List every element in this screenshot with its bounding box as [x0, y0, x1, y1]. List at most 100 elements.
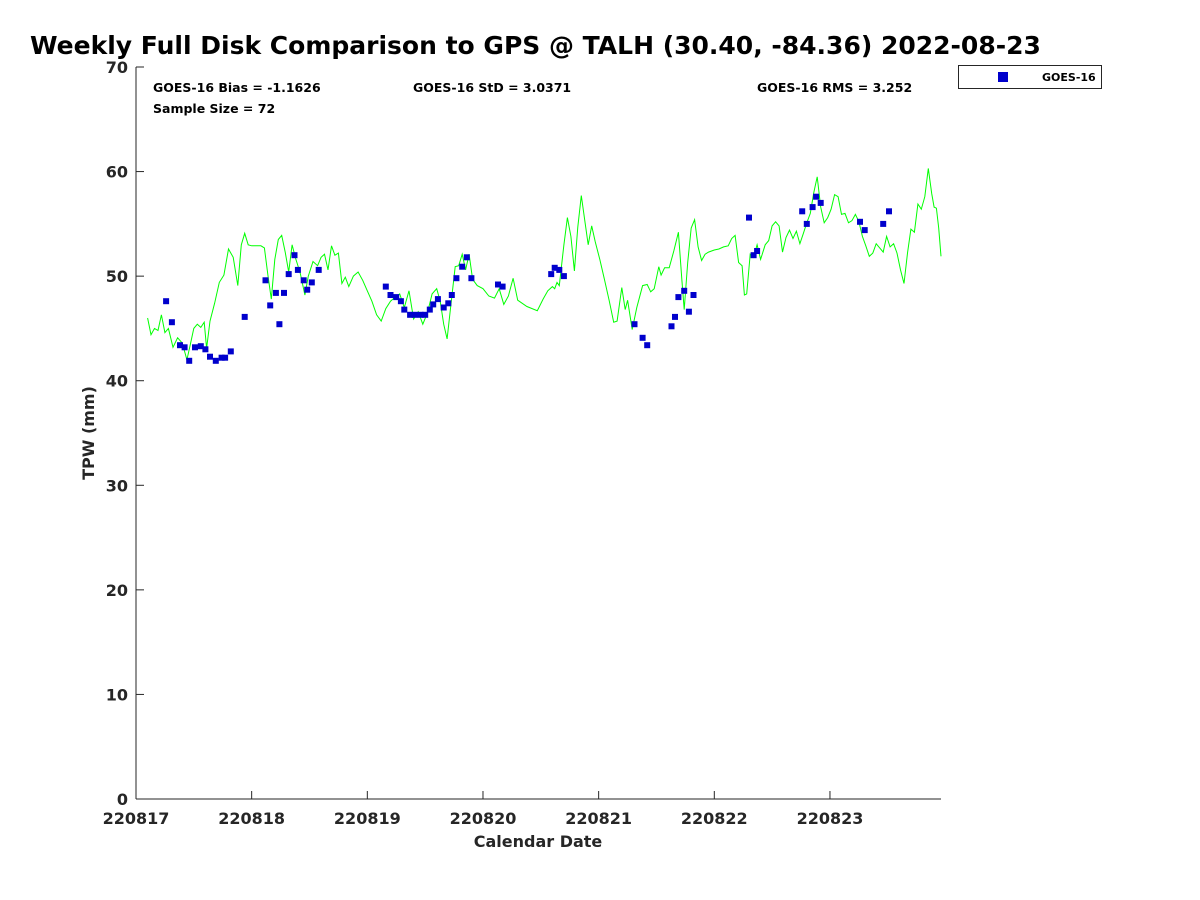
legend-box	[958, 65, 1102, 89]
goes16-point	[499, 283, 506, 290]
goes16-point	[690, 292, 697, 298]
goes16-point	[861, 227, 868, 234]
goes16-point	[163, 298, 170, 305]
goes16-point	[227, 348, 234, 355]
goes16-point	[387, 292, 394, 298]
goes16-point	[799, 208, 806, 215]
y-axis-label: TPW (mm)	[79, 386, 98, 480]
y-tick-label: 30	[106, 476, 128, 495]
plot-series	[147, 168, 942, 364]
goes16-point	[448, 292, 455, 298]
axes: 0 10 20 30 40 50 60 70 220817 220818 220819 220820 2…	[103, 58, 941, 828]
goes16-point	[668, 323, 675, 330]
goes16-point	[411, 311, 418, 318]
legend-label-goes16: GOES-16	[1042, 71, 1096, 84]
goes16-point	[422, 311, 429, 318]
goes16-point	[746, 214, 752, 221]
goes16-point	[393, 294, 400, 301]
y-tick-label: 60	[106, 163, 128, 182]
goes16-point	[315, 266, 322, 273]
x-tick-label: 220823	[797, 809, 864, 828]
goes16-point	[241, 313, 248, 320]
x-tick-label: 220819	[334, 809, 401, 828]
goes16-point	[304, 286, 311, 293]
goes16-point	[426, 306, 433, 313]
goes16-point	[440, 304, 447, 311]
goes16-point	[809, 204, 816, 211]
std-stat: GOES-16 StD = 3.0371	[413, 80, 571, 95]
goes16-point	[276, 321, 283, 328]
goes16-point	[186, 357, 193, 364]
goes16-point	[445, 300, 452, 307]
goes16-point	[468, 275, 475, 282]
goes16-point	[218, 354, 225, 361]
goes16-point	[644, 342, 651, 349]
goes16-point	[197, 343, 204, 350]
y-tick-label: 0	[117, 790, 128, 809]
sample-size-stat: Sample Size = 72	[153, 101, 275, 116]
goes16-point	[430, 301, 437, 308]
x-tick-label: 220820	[450, 809, 517, 828]
goes16-point	[300, 277, 307, 284]
goes16-point	[212, 357, 219, 364]
goes16-point	[281, 289, 287, 296]
goes16-point	[803, 220, 810, 227]
goes16-point	[672, 313, 678, 320]
goes16-point	[308, 279, 315, 286]
goes16-point	[177, 342, 183, 349]
x-tick-label: 220818	[218, 809, 285, 828]
goes16-point	[291, 252, 298, 259]
y-tick-label: 40	[106, 372, 128, 391]
goes16-point	[886, 208, 892, 215]
goes16-point	[272, 289, 279, 296]
goes16-point	[401, 306, 408, 313]
x-tick-label: 220821	[565, 809, 632, 828]
legend: GOES-16	[958, 65, 1102, 89]
y-tick-label: 10	[106, 685, 128, 704]
goes16-point	[168, 319, 175, 326]
goes16-point	[192, 344, 198, 351]
goes16-point	[880, 220, 887, 227]
goes16-point	[382, 283, 389, 290]
goes16-point	[407, 311, 414, 318]
goes16-point	[495, 281, 501, 288]
goes16-point	[857, 218, 863, 225]
goes16-point	[262, 277, 269, 284]
goes16-point	[631, 321, 638, 328]
rms-stat: GOES-16 RMS = 3.252	[757, 80, 912, 95]
y-tick-label: 70	[106, 58, 128, 77]
x-tick-label: 220822	[681, 809, 748, 828]
chart-title: Weekly Full Disk Comparison to GPS @ TAL…	[30, 31, 1041, 60]
y-tick-label: 50	[106, 267, 128, 286]
goes16-point	[813, 193, 820, 200]
goes16-point	[267, 302, 274, 309]
goes16-point	[463, 254, 470, 261]
goes16-point	[560, 273, 567, 280]
goes16-point	[548, 271, 555, 278]
goes16-point	[397, 298, 404, 305]
goes16-point	[222, 354, 229, 361]
goes16-point	[417, 311, 424, 318]
goes16-point	[459, 263, 466, 270]
goes16-point	[675, 294, 682, 301]
bias-stat: GOES-16 Bias = -1.1626	[153, 80, 321, 95]
goes16-point	[453, 275, 460, 282]
goes16-point	[434, 296, 441, 303]
goes16-point	[681, 287, 688, 294]
goes16-point	[294, 266, 301, 273]
legend-marker	[998, 72, 1008, 82]
goes16-point	[551, 264, 558, 271]
x-tick-label: 220817	[103, 809, 170, 828]
goes16-point	[750, 252, 757, 259]
goes16-point	[285, 271, 292, 278]
goes16-point	[207, 353, 213, 360]
goes16-point	[639, 334, 646, 341]
goes16-point	[556, 266, 563, 273]
x-axis-label: Calendar Date	[474, 832, 603, 851]
goes16-point	[685, 308, 692, 315]
goes16-point	[817, 199, 824, 206]
gps-tpw-line	[147, 168, 942, 360]
goes16-point	[181, 344, 188, 351]
y-tick-label: 20	[106, 581, 128, 600]
